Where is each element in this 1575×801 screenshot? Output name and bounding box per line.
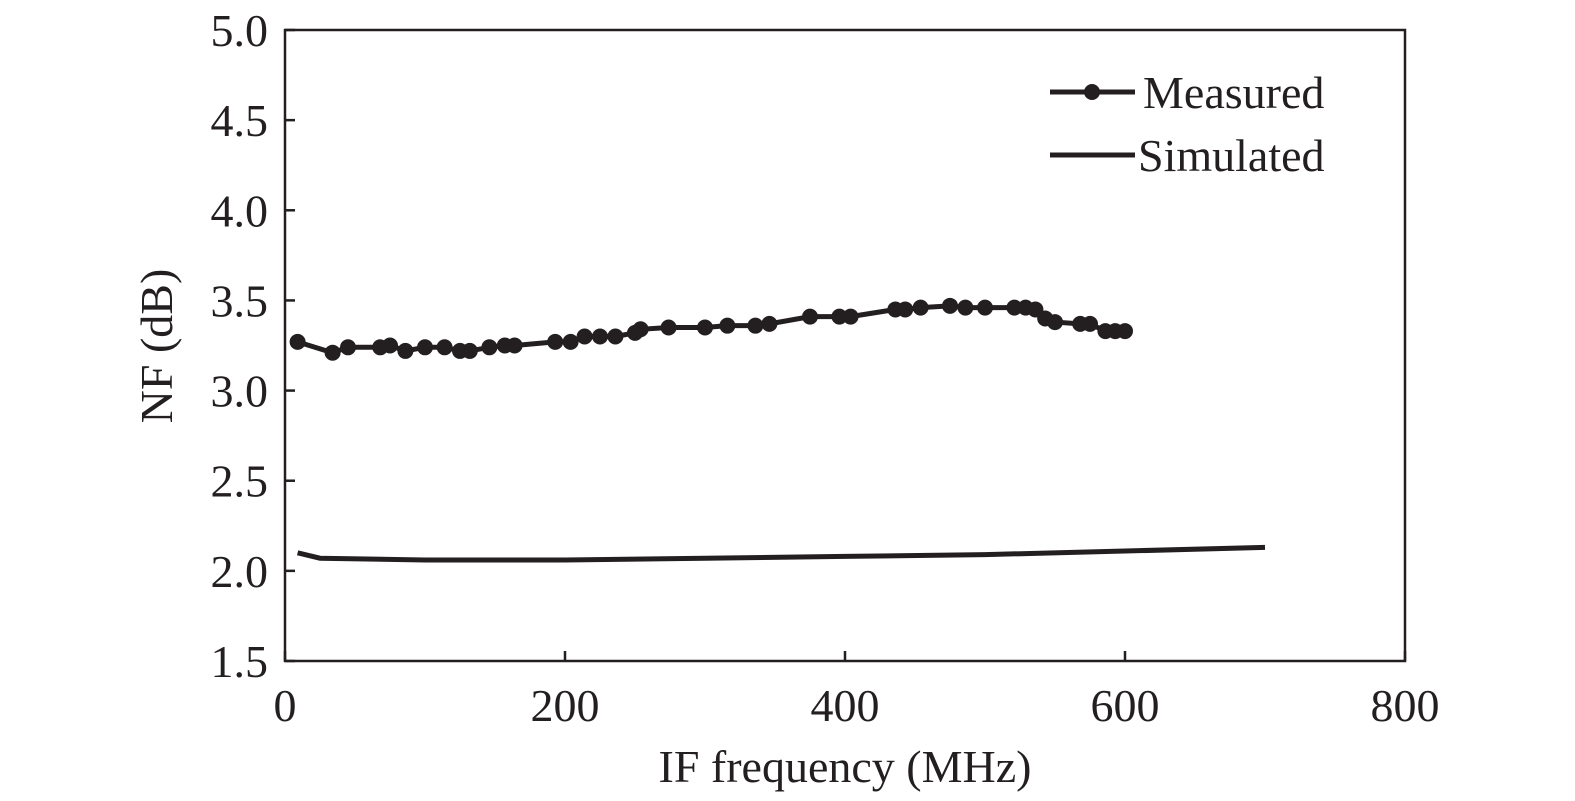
measured-point <box>1006 299 1023 316</box>
measured-point <box>842 308 859 325</box>
measured-point <box>747 317 764 334</box>
measured-point <box>592 328 608 345</box>
y-tick-label: 3.5 <box>211 275 269 326</box>
measured-point <box>897 301 914 318</box>
measured-point <box>977 299 993 316</box>
x-tick-label: 600 <box>1091 680 1160 731</box>
y-tick-label: 4.0 <box>211 185 269 236</box>
measured-point <box>607 328 624 345</box>
y-tick-label: 1.5 <box>211 636 269 687</box>
measured-point <box>397 342 414 359</box>
x-axis-label: IF frequency (MHz) <box>659 741 1032 792</box>
measured-point <box>340 339 356 356</box>
x-tick-label: 200 <box>531 680 600 731</box>
simulated-line <box>297 544 1266 563</box>
measured-point <box>1047 314 1063 331</box>
measured-point <box>436 339 453 356</box>
measured-point <box>761 315 778 332</box>
y-tick-label: 2.5 <box>211 456 269 507</box>
measured-point <box>660 319 677 336</box>
y-tick-label: 4.5 <box>211 95 269 146</box>
measured-point <box>831 308 848 325</box>
measured-point <box>1117 323 1133 340</box>
measured-point <box>481 339 498 356</box>
x-tick-label: 400 <box>811 680 880 731</box>
measured-point <box>417 339 433 356</box>
x-tick-label: 800 <box>1371 680 1440 731</box>
x-tick-label: 0 <box>274 680 297 731</box>
legend-measured-label: Measured <box>1143 67 1324 118</box>
y-tick-label: 2.0 <box>211 546 269 597</box>
measured-point <box>506 337 523 354</box>
measured-point <box>576 328 593 345</box>
legend-measured-marker <box>1084 84 1100 100</box>
measured-point <box>697 319 713 336</box>
measured-point <box>324 344 341 361</box>
measured-point <box>802 308 818 325</box>
measured-point <box>942 297 958 314</box>
plot-frame <box>283 28 1407 663</box>
y-tick-label: 5.0 <box>211 5 269 56</box>
measured-point <box>289 333 306 350</box>
measured-point <box>632 321 649 338</box>
measured-point <box>957 299 974 316</box>
measured-point <box>719 317 736 334</box>
measured-point <box>461 342 478 359</box>
legend: Measured Simulated <box>1050 67 1325 181</box>
measured-point <box>382 337 398 354</box>
legend-simulated-label: Simulated <box>1138 130 1325 181</box>
y-axis-label: NF (dB) <box>131 269 182 424</box>
measured-point <box>547 333 564 350</box>
y-tick-label: 3.0 <box>211 366 269 417</box>
measured-point <box>562 333 579 350</box>
measured-point <box>912 299 929 316</box>
measured-point <box>1082 315 1098 332</box>
